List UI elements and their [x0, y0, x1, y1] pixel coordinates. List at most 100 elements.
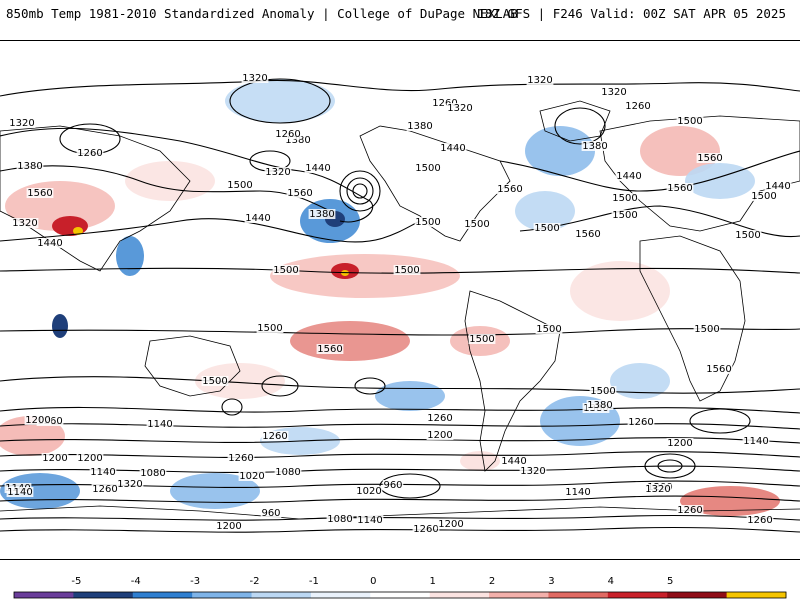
contour-label: 1140: [743, 436, 768, 447]
contour-label: 1440: [501, 456, 526, 467]
colorbar-tick-label: -5: [71, 576, 81, 587]
contour-label-bg: [36, 238, 64, 248]
colorbar-segment: [548, 592, 609, 598]
contour-label-bg: [615, 171, 643, 181]
contour-label-bg: [382, 480, 404, 490]
contour-label: 1500: [677, 116, 702, 127]
contour-label-bg: [414, 217, 442, 227]
contour-label: 1260: [432, 98, 457, 109]
colorbar: -5 -4 -3 -2 -1 0 1 2 3 4 5: [0, 570, 800, 600]
contour-label-bg: [600, 87, 628, 97]
colorbar-segment: [667, 592, 728, 598]
colorbar-tick-label: 2: [489, 576, 495, 587]
contour-low: [644, 453, 696, 479]
contour-label-bg: [439, 143, 467, 153]
contour-label-bg: [574, 229, 602, 239]
coastline-north-america: [359, 125, 511, 242]
contour-label-bg: [139, 468, 167, 478]
contour-label-bg: [611, 193, 639, 203]
anomaly-blob: [0, 416, 65, 456]
contour-label: 1080: [140, 468, 165, 479]
contour-label: 1020: [356, 486, 381, 497]
contour-label-bg: [76, 453, 104, 463]
contour-label: 1500: [735, 230, 760, 241]
colorbar-tick-label: 1: [429, 576, 435, 587]
colorbar-segment: [73, 592, 134, 598]
contour-label-bg: [244, 213, 272, 223]
contour-label: 1500: [469, 334, 494, 345]
contour-label: 960: [383, 480, 402, 491]
contour-label-bg: [734, 230, 762, 240]
contour-line: [0, 451, 800, 458]
contour-line: [0, 79, 800, 97]
contour-label-bg: [746, 515, 774, 525]
contour-label: 1380: [285, 135, 310, 146]
contour-label: 1440: [440, 143, 465, 154]
colorbar-segment: [192, 592, 253, 598]
contour-line: [499, 150, 800, 192]
colorbar-segment: [607, 592, 668, 598]
contour-line: [0, 526, 800, 533]
contour-label-bg: [316, 344, 344, 354]
colorbar-segment: [489, 592, 549, 598]
colorbar-segment: [132, 592, 193, 598]
contour-lines: [0, 78, 800, 533]
contour-label: 1320: [601, 87, 626, 98]
contour-label: 1080: [275, 467, 300, 478]
contour-label: 1260: [625, 101, 650, 112]
contour-label: 1560: [667, 183, 692, 194]
contour-label-bg: [496, 184, 524, 194]
contour-label: 1500: [612, 210, 637, 221]
contour-label: 1260: [628, 417, 653, 428]
contour-label: 1440: [305, 163, 330, 174]
colorbar-segment: [429, 592, 490, 598]
contour-label: 1500: [257, 323, 282, 334]
contour-label-bg: [24, 415, 52, 425]
contour-label: 1500: [590, 386, 615, 397]
anomaly-shading: [0, 79, 780, 516]
contour-label: 1320: [447, 103, 472, 114]
contour-line: [0, 423, 800, 430]
contour-label-bg: [215, 521, 243, 531]
contour-label-bg: [238, 471, 266, 481]
contour-label-bg: [286, 188, 314, 198]
contour-label-bg: [666, 183, 694, 193]
contour-line: [0, 514, 800, 521]
contour-label: 1500: [202, 376, 227, 387]
contour-label-bg: [11, 218, 39, 228]
contour-line: [0, 218, 421, 243]
contour-label: 1380: [309, 209, 334, 220]
anomaly-blob: [52, 216, 88, 236]
anomaly-blob: [685, 163, 755, 199]
contour-label-bg: [146, 419, 174, 429]
contour-label-bg: [533, 223, 561, 233]
contour-label-bg: [91, 484, 119, 494]
contour-label-bg: [750, 191, 778, 201]
contour-low: [221, 398, 243, 416]
contour-label: 1260: [228, 453, 253, 464]
colorbar-outline: [13, 591, 787, 599]
contour-label-bg: [500, 456, 528, 466]
contour-label-bg: [696, 153, 724, 163]
contour-label: 1140: [7, 487, 32, 498]
contour-label-bg: [437, 519, 465, 529]
anomaly-blob: [610, 363, 670, 399]
contour-label-bg: [644, 484, 672, 494]
contour-label-bg: [272, 265, 300, 275]
contour-label: 1440: [616, 171, 641, 182]
colorbar-tick-label: -4: [131, 576, 141, 587]
contour-label: 1260: [262, 431, 287, 442]
coastline-antarctica: [0, 505, 800, 520]
contour-label-bg: [304, 163, 332, 173]
contour-labels: 1320 132013201260138014401320126015001560…: [4, 73, 792, 535]
contour-label: 1560: [575, 229, 600, 240]
contour-label-bg: [326, 514, 354, 524]
anomaly-map[interactable]: 1320 1320 1320 1260 1380 1440 1320 1260 1500 1560…: [0, 40, 800, 560]
contour-line: [0, 437, 800, 444]
contour-label: 1500: [612, 193, 637, 204]
contour-label: 1260: [77, 148, 102, 159]
contour-label-bg: [227, 453, 255, 463]
colorbar-segment: [726, 592, 787, 598]
contour-label-bg: [764, 181, 792, 191]
contour-label-bg: [412, 524, 440, 534]
